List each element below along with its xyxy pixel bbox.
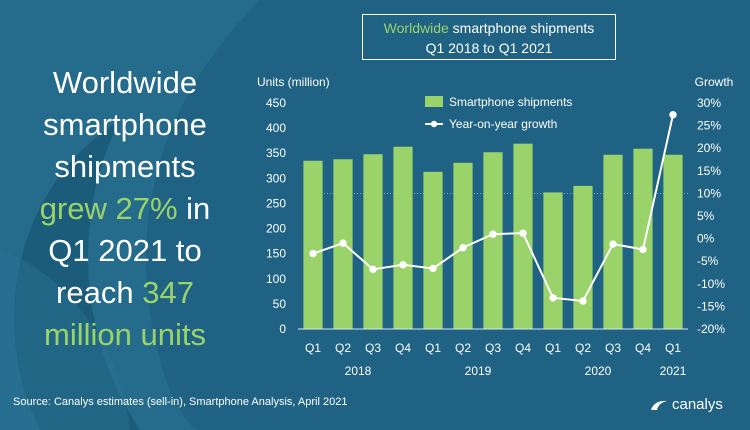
x-tick-label: Q1 [425, 341, 441, 355]
bar [363, 154, 383, 329]
x-tick-label: Q3 [365, 341, 381, 355]
headline-line: million units [0, 314, 250, 356]
growth-point [519, 229, 527, 237]
chart-title-rest: smartphone shipments [448, 20, 595, 36]
x-tick-label: Q1 [665, 341, 681, 355]
chart-title-accent: Worldwide [383, 20, 449, 36]
growth-point [399, 261, 407, 269]
source-note: Source: Canalys estimates (sell-in), Sma… [13, 396, 348, 408]
x-tick-label: Q2 [455, 341, 471, 355]
headline-line: shipments [54, 149, 196, 184]
bar [423, 171, 443, 329]
growth-point [459, 243, 467, 252]
x-tick-label: Q3 [485, 341, 501, 355]
headline-line: Worldwide [52, 65, 198, 100]
headline-line: reach 347 [0, 272, 250, 314]
x-tick-label: Q3 [605, 341, 621, 355]
canalys-logo-icon [651, 400, 667, 410]
y-tick-label-right: 15% [697, 164, 721, 178]
y-tick-label-left: 350 [266, 146, 286, 160]
growth-point [639, 245, 647, 254]
growth-point [549, 294, 557, 302]
headline-line: Q1 2021 to [48, 233, 202, 268]
y-tick-label-right: 0% [697, 232, 715, 246]
bar [483, 152, 503, 329]
headline-text: in [177, 191, 211, 226]
headline: Worldwide smartphone shipments grew 27% … [0, 62, 250, 356]
y-tick-label-right: -10% [697, 277, 725, 291]
growth-point [369, 265, 377, 274]
y-tick-label-left: 450 [266, 96, 286, 110]
y-tick-label-right: -15% [697, 299, 725, 313]
y-tick-label-left: 150 [266, 247, 286, 261]
y-tick-label-left: 0 [279, 322, 286, 336]
growth-point [669, 111, 677, 119]
y-tick-label-left: 300 [266, 171, 286, 185]
chart-title-box: Worldwide smartphone shipments Q1 2018 t… [362, 14, 616, 60]
y-tick-label-right: 25% [697, 119, 721, 133]
growth-point [579, 297, 587, 305]
brand-logo: canalys [650, 396, 723, 413]
year-label: 2020 [585, 364, 612, 378]
y-tick-label-right: 20% [697, 141, 721, 155]
year-label: 2021 [660, 364, 687, 378]
bar [393, 146, 413, 329]
headline-highlight: 347 [142, 275, 194, 310]
growth-point [489, 230, 497, 238]
y-axis-title-left: Units (million) [257, 75, 330, 89]
growth-point [429, 264, 437, 273]
x-tick-label: Q4 [635, 341, 651, 355]
headline-line: smartphone [43, 107, 207, 142]
y-tick-label-left: 100 [266, 272, 286, 286]
y-axis-title-right: Growth [695, 75, 734, 89]
y-tick-label-left: 200 [266, 222, 286, 236]
x-tick-label: Q2 [575, 341, 591, 355]
y-tick-label-right: -20% [697, 322, 725, 336]
headline-highlight: grew 27% [39, 191, 178, 226]
bar [543, 192, 563, 329]
y-tick-label-left: 400 [266, 121, 286, 135]
bar [573, 185, 593, 329]
y-tick-label-left: 50 [273, 297, 287, 311]
y-tick-label-left: 250 [266, 196, 286, 210]
x-tick-label: Q1 [545, 341, 561, 355]
headline-text: reach [56, 275, 143, 310]
growth-point [339, 239, 347, 247]
bar [663, 154, 683, 329]
y-tick-label-right: 30% [697, 96, 721, 110]
x-tick-label: Q4 [395, 341, 411, 355]
legend-label: Year-on-year growth [449, 117, 557, 131]
y-tick-label-right: 5% [697, 209, 715, 223]
headline-highlight: million units [44, 317, 206, 352]
chart-subtitle: Q1 2018 to Q1 2021 [425, 40, 553, 56]
x-tick-label: Q4 [515, 341, 531, 355]
y-tick-label-right: 10% [697, 186, 721, 200]
bar [633, 148, 653, 329]
legend-bar-swatch [425, 96, 443, 107]
year-label: 2018 [345, 364, 372, 378]
year-label: 2019 [465, 364, 492, 378]
y-tick-label-right: -5% [697, 254, 719, 268]
legend-label: Smartphone shipments [449, 95, 572, 109]
growth-point [309, 249, 317, 258]
chart-title: Worldwide smartphone shipments [363, 18, 615, 38]
bar [303, 160, 323, 329]
growth-point [609, 240, 617, 248]
headline-line: grew 27% in [0, 188, 250, 230]
x-tick-label: Q2 [335, 341, 351, 355]
x-tick-label: Q1 [305, 341, 321, 355]
brand-name: canalys [672, 396, 723, 413]
legend-line-marker [430, 120, 438, 128]
